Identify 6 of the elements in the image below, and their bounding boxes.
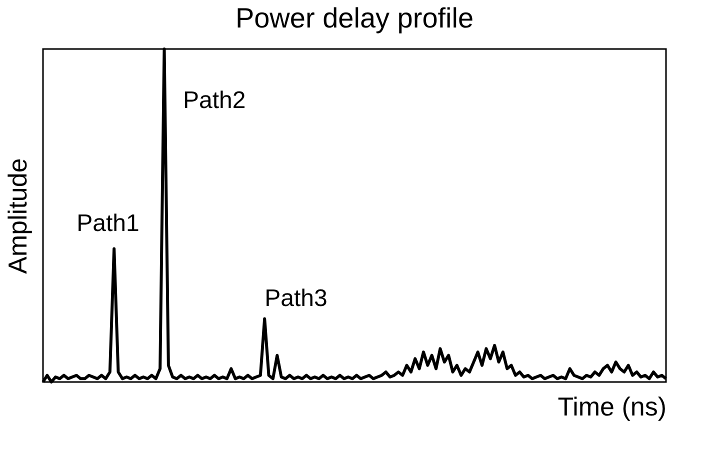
annotation: Path3: [264, 285, 328, 312]
x-axis-title: Time (ns): [558, 392, 666, 422]
chart-title: Power delay profile: [235, 2, 474, 34]
y-axis-title: Amplitude: [2, 158, 32, 274]
annotation: Path1: [76, 210, 140, 237]
annotation: Path2: [183, 87, 246, 114]
